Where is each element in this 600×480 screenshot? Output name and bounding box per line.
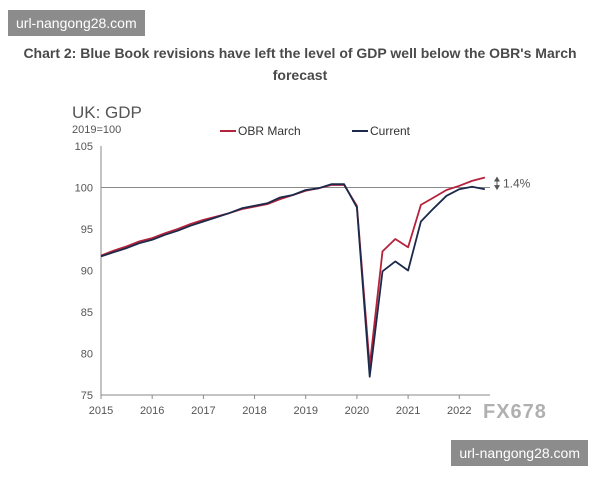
x-tick-label: 2019 — [293, 405, 317, 417]
x-tick-label: 2020 — [345, 405, 369, 417]
gap-annotation: 1.4% — [494, 176, 531, 190]
x-tick-label: 2018 — [242, 405, 266, 417]
y-tick-label: 90 — [81, 266, 93, 278]
legend-label-current: Current — [370, 124, 411, 138]
chart-title: UK: GDP — [72, 103, 142, 122]
x-tick-label: 2017 — [191, 405, 215, 417]
y-tick-label: 75 — [81, 390, 93, 402]
y-tick-label: 85 — [81, 307, 93, 319]
watermark-top: url-nangong28.com — [8, 10, 145, 36]
x-axis: 2015 2016 2017 2018 2019 2020 2021 2022 — [89, 394, 490, 417]
x-tick-label: 2015 — [89, 405, 113, 417]
watermark-bottom: url-nangong28.com — [451, 440, 588, 466]
x-tick-label: 2022 — [447, 405, 471, 417]
y-tick-label: 80 — [81, 349, 93, 361]
x-tick-label: 2021 — [396, 405, 420, 417]
chart-caption: Chart 2: Blue Book revisions have left t… — [23, 45, 577, 83]
gap-arrow-head-bottom — [494, 185, 500, 191]
brand-mark: FX678 — [483, 401, 547, 423]
series-line-current — [100, 183, 486, 378]
series-lines — [100, 176, 490, 378]
y-axis: 75 80 85 90 95 100 105 — [75, 141, 102, 402]
y-tick-label: 105 — [75, 141, 93, 153]
y-tick-label: 100 — [75, 183, 93, 195]
series-line-obr-march — [100, 176, 486, 367]
chart-subtitle: 2019=100 — [72, 124, 121, 136]
x-tick-label: 2016 — [140, 405, 164, 417]
y-tick-label: 95 — [81, 224, 93, 236]
gap-label: 1.4% — [503, 176, 531, 190]
legend-label-obr: OBR March — [238, 124, 301, 138]
gap-arrow-head-top — [494, 176, 500, 182]
